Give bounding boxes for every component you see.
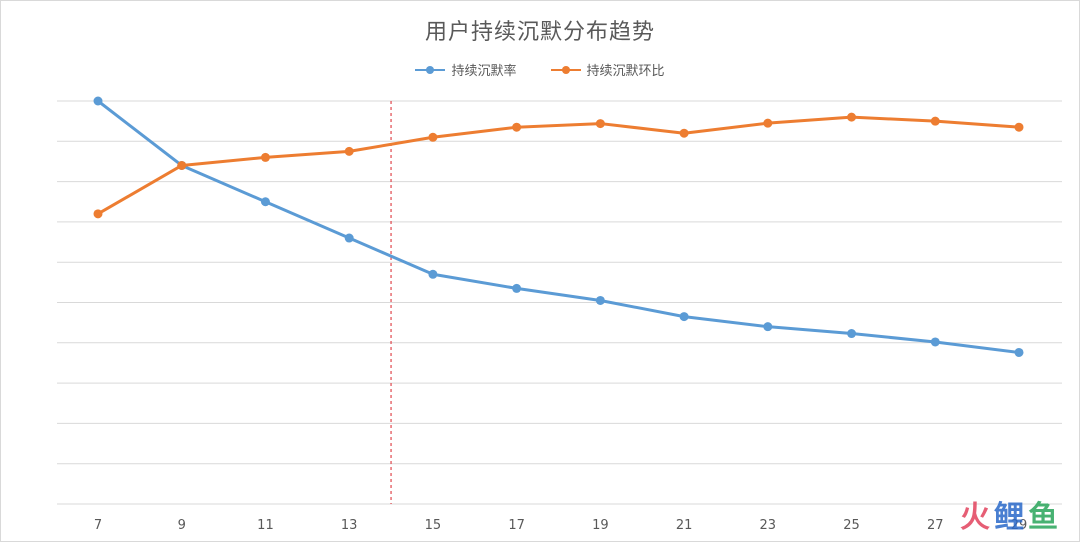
watermark-char-1: 鲤 (994, 500, 1024, 535)
data-point-series-1 (512, 283, 522, 293)
series-line-2 (96, 115, 1021, 216)
x-tick-label: 11 (257, 518, 274, 533)
x-tick-label: 7 (94, 518, 102, 533)
legend-item-series-1: 持续沉默率 (415, 60, 517, 79)
data-point-series-1 (93, 96, 103, 106)
legend: 持续沉默率 持续沉默环比 (0, 60, 1080, 79)
x-tick-label: 13 (341, 518, 358, 533)
data-point-series-1 (260, 197, 270, 207)
x-tick-label: 23 (760, 518, 777, 533)
x-tick-label: 27 (927, 518, 944, 533)
x-tick-label: 21 (676, 518, 693, 533)
x-tick-label: 19 (592, 518, 609, 533)
x-tick-label: 15 (425, 518, 442, 533)
data-point-series-1 (847, 329, 857, 339)
data-point-series-2 (930, 116, 940, 126)
x-tick-label: 9 (178, 518, 186, 533)
data-point-series-2 (595, 119, 605, 129)
data-point-series-2 (1014, 122, 1024, 132)
legend-label-series-1: 持续沉默率 (451, 64, 517, 79)
data-point-series-1 (428, 269, 438, 279)
data-point-series-2 (512, 122, 522, 132)
data-point-series-2 (847, 112, 857, 122)
watermark-logo: 火 鲤 鱼 (960, 492, 1058, 536)
data-point-series-1 (763, 322, 773, 332)
watermark-fire-icon: 火 (960, 500, 990, 535)
data-point-series-2 (177, 160, 187, 170)
legend-label-series-2: 持续沉默环比 (586, 64, 665, 79)
legend-swatch-series-2 (550, 65, 581, 74)
legend-item-series-2: 持续沉默环比 (550, 60, 665, 79)
data-point-series-1 (595, 295, 605, 305)
watermark-char-2: 鱼 (1028, 500, 1058, 535)
data-point-series-2 (93, 209, 103, 219)
data-point-series-2 (679, 128, 689, 138)
data-point-series-2 (428, 132, 438, 142)
data-point-series-1 (1014, 347, 1024, 357)
series-line-1 (96, 99, 1021, 354)
x-tick-label: 17 (508, 518, 525, 533)
chart-title: 用户持续沉默分布趋势 (424, 20, 655, 45)
x-tick-label: 25 (843, 518, 860, 533)
data-point-series-1 (679, 312, 689, 322)
data-point-series-1 (930, 337, 940, 347)
data-point-series-2 (344, 146, 354, 156)
data-point-series-1 (344, 233, 354, 243)
x-tick-label: 29 (1011, 518, 1028, 533)
data-point-series-2 (763, 118, 773, 128)
legend-swatch-series-1 (415, 65, 446, 74)
data-point-series-2 (260, 152, 270, 162)
